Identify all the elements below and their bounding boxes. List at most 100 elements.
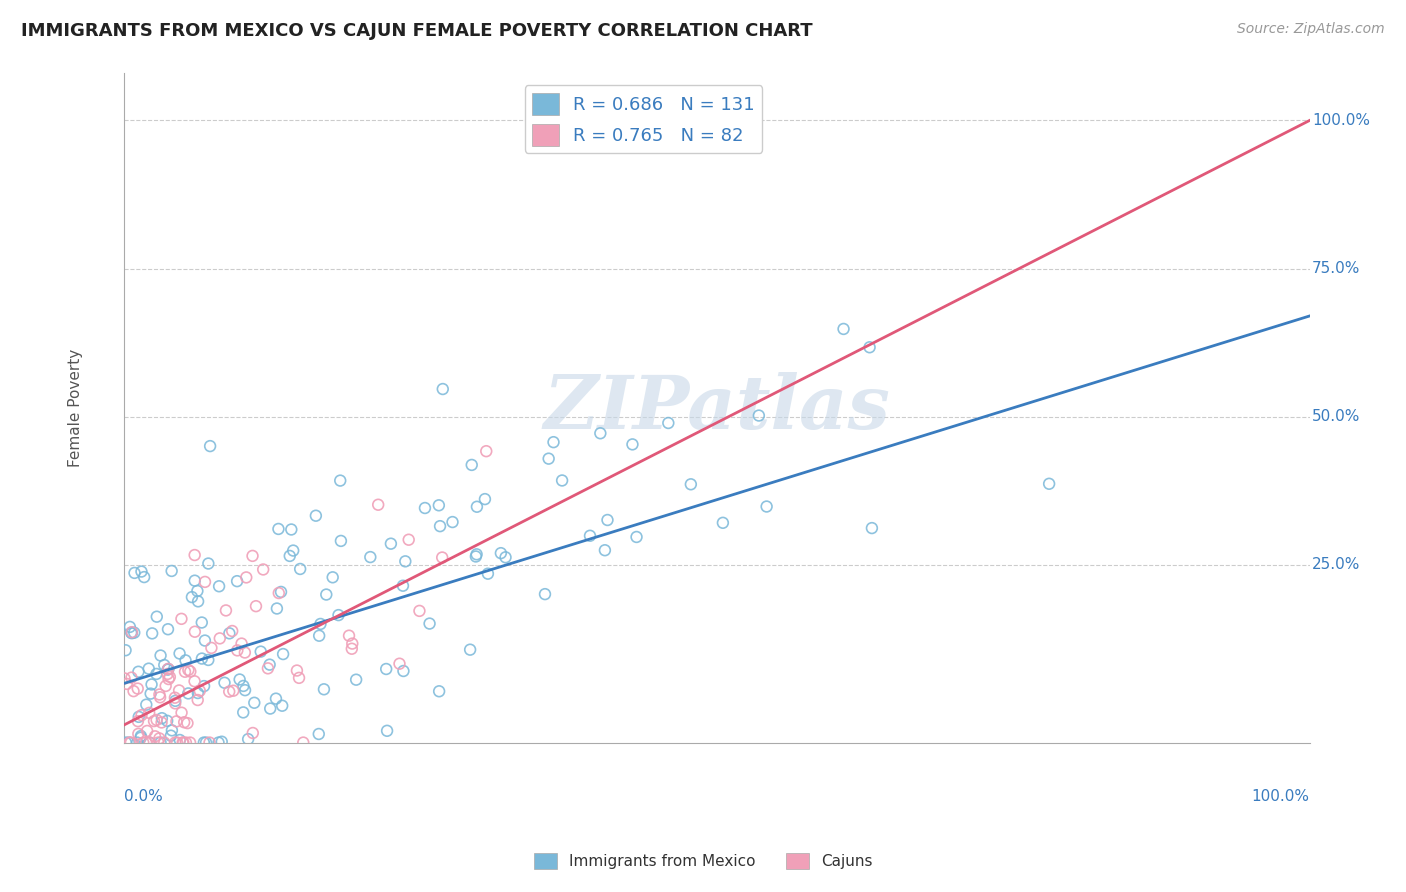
Point (169, 733, 191, 747)
Point (259, 657, 281, 672)
Point (157, 662, 180, 676)
Point (755, 500, 778, 514)
Point (127, 735, 149, 749)
Point (127, 714, 149, 729)
Point (748, 409, 770, 423)
Point (267, 522, 290, 536)
Point (139, 687, 162, 701)
Point (388, 657, 411, 671)
Point (121, 625, 143, 640)
Point (156, 714, 179, 728)
Point (177, 686, 200, 700)
Point (221, 624, 243, 638)
Point (375, 723, 398, 738)
Point (596, 513, 619, 527)
Point (143, 714, 166, 728)
Point (257, 661, 280, 675)
Point (118, 620, 141, 634)
Point (184, 624, 207, 639)
Point (198, 439, 221, 453)
Point (139, 735, 162, 749)
Point (193, 679, 215, 693)
Point (122, 684, 145, 698)
Point (283, 543, 305, 558)
Point (340, 641, 363, 656)
Point (832, 322, 855, 336)
Point (236, 732, 259, 747)
Point (132, 735, 155, 749)
Point (432, 382, 454, 396)
Point (458, 642, 481, 657)
Point (194, 574, 217, 589)
Point (156, 667, 179, 681)
Point (160, 729, 183, 743)
Point (145, 667, 167, 681)
Point (214, 675, 236, 690)
Point (124, 566, 146, 580)
Point (121, 671, 143, 685)
Point (170, 706, 193, 720)
Point (128, 710, 150, 724)
Point (308, 727, 330, 741)
Point (211, 735, 233, 749)
Point (165, 714, 187, 729)
Point (138, 706, 160, 720)
Text: IMMIGRANTS FROM MEXICO VS CAJUN FEMALE POVERTY CORRELATION CHART: IMMIGRANTS FROM MEXICO VS CAJUN FEMALE P… (21, 22, 813, 40)
Point (860, 521, 883, 535)
Point (184, 574, 207, 588)
Point (475, 444, 498, 458)
Point (160, 723, 183, 738)
Point (135, 698, 157, 712)
Point (464, 549, 486, 564)
Point (191, 615, 214, 630)
Point (495, 550, 517, 565)
Point (165, 735, 187, 749)
Point (159, 670, 181, 684)
Point (226, 574, 249, 589)
Point (337, 629, 360, 643)
Point (181, 590, 204, 604)
Point (157, 662, 180, 676)
Legend: Immigrants from Mexico, Cajuns: Immigrants from Mexico, Cajuns (527, 847, 879, 875)
Point (359, 550, 381, 565)
Point (114, 672, 136, 686)
Text: 0.0%: 0.0% (124, 789, 163, 805)
Point (120, 625, 142, 640)
Point (465, 500, 488, 514)
Point (127, 681, 149, 696)
Point (183, 548, 205, 562)
Text: 25.0%: 25.0% (1312, 558, 1361, 573)
Point (148, 688, 170, 702)
Point (280, 523, 302, 537)
Point (308, 629, 330, 643)
Text: 100.0%: 100.0% (1312, 113, 1369, 128)
Point (177, 663, 200, 677)
Point (174, 735, 197, 749)
Point (115, 677, 138, 691)
Point (231, 636, 253, 650)
Point (392, 579, 415, 593)
Point (270, 585, 292, 599)
Point (150, 711, 173, 725)
Point (131, 708, 153, 723)
Point (398, 533, 420, 547)
Point (534, 587, 557, 601)
Point (145, 713, 167, 727)
Point (621, 437, 644, 451)
Point (232, 679, 254, 693)
Point (118, 735, 141, 749)
Point (218, 684, 240, 698)
Point (322, 570, 344, 584)
Point (344, 673, 367, 687)
Point (342, 637, 364, 651)
Point (187, 594, 209, 608)
Point (579, 529, 602, 543)
Point (413, 501, 436, 516)
Point (215, 603, 238, 617)
Point (143, 729, 166, 743)
Point (593, 543, 616, 558)
Point (127, 727, 149, 741)
Point (200, 640, 222, 655)
Point (288, 671, 311, 685)
Point (134, 570, 156, 584)
